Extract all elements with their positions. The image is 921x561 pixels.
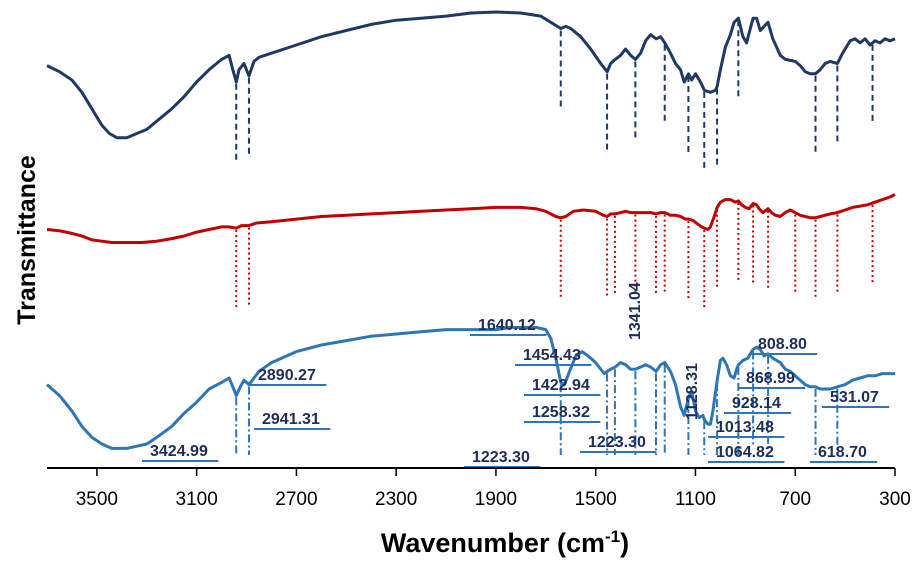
spectrum-line-2 bbox=[46, 193, 896, 244]
x-tick-label: 300 bbox=[879, 489, 911, 510]
peak-label-1223-30: 1223.30 bbox=[472, 449, 530, 466]
peak-annotation-group: 3424.99 2941.31 2890.27 1640.12 1454.43 1422.… bbox=[142, 282, 890, 468]
x-tick-label: 2300 bbox=[375, 489, 417, 510]
x-tick-label: 3100 bbox=[176, 489, 218, 510]
peak-label-1640-12: 1640.12 bbox=[478, 317, 536, 334]
x-tick-group: 3500 3100 2700 2300 1900 1500 1100 700 300 bbox=[76, 468, 911, 510]
peak-label-618-70: 618.70 bbox=[818, 444, 867, 461]
peak-label-808-80: 808.80 bbox=[758, 336, 807, 353]
x-axis-title-close: ) bbox=[620, 528, 629, 558]
peak-label-3424-99: 3424.99 bbox=[150, 443, 208, 460]
peak-label-1128-31: 1128.31 bbox=[684, 363, 701, 420]
y-axis-title: Transmittance bbox=[13, 155, 41, 325]
peak-label-2890-27: 2890.27 bbox=[258, 367, 316, 384]
x-tick-label: 3500 bbox=[76, 489, 118, 510]
x-tick-label: 2700 bbox=[275, 489, 317, 510]
peak-label-531-07: 531.07 bbox=[830, 389, 879, 406]
x-axis-title-sup: -1 bbox=[605, 527, 620, 546]
x-axis-title: Wavenumber (cm-1) bbox=[381, 527, 629, 558]
peak-label-1258-32: 1258.32 bbox=[532, 404, 590, 421]
peak-label-928-14: 928.14 bbox=[732, 395, 781, 412]
peak-label-1013-48: 1013.48 bbox=[716, 419, 774, 436]
peak-label-1454-43: 1454.43 bbox=[523, 347, 581, 364]
peak-label-1223-30: 1223.30 bbox=[588, 434, 646, 451]
x-tick-label: 1100 bbox=[675, 489, 716, 510]
spectrum-line-3 bbox=[46, 325, 895, 450]
peak-label-1422-94: 1422.94 bbox=[532, 377, 590, 394]
spectrum-line-1 bbox=[46, 10, 896, 140]
x-tick-label: 700 bbox=[779, 489, 811, 510]
spectra-group bbox=[46, 10, 896, 450]
peak-label-2941-31: 2941.31 bbox=[262, 411, 320, 428]
x-axis-title-main: Wavenumber (cm bbox=[381, 528, 605, 558]
x-tick-label: 1900 bbox=[475, 489, 517, 510]
peak-label-1064-82: 1064.82 bbox=[716, 444, 774, 461]
peak-label-868-99: 868.99 bbox=[746, 370, 795, 387]
x-tick-label: 1500 bbox=[575, 489, 617, 510]
peak-marker-group bbox=[235, 20, 874, 455]
peak-label-1341-04: 1341.04 bbox=[627, 282, 644, 340]
